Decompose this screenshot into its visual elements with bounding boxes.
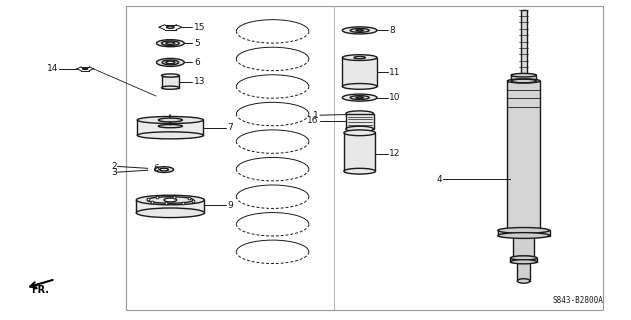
Ellipse shape bbox=[156, 40, 184, 47]
Text: 16: 16 bbox=[307, 116, 319, 125]
Text: 12: 12 bbox=[389, 149, 401, 158]
Text: 10: 10 bbox=[389, 93, 401, 102]
Text: S843-B2800A: S843-B2800A bbox=[553, 296, 604, 305]
Ellipse shape bbox=[513, 234, 534, 237]
Ellipse shape bbox=[344, 130, 375, 136]
Text: FR.: FR. bbox=[32, 284, 50, 295]
Ellipse shape bbox=[168, 123, 172, 124]
Bar bbox=[342, 58, 377, 86]
Ellipse shape bbox=[136, 195, 204, 205]
Ellipse shape bbox=[342, 94, 377, 101]
Ellipse shape bbox=[356, 30, 363, 31]
Ellipse shape bbox=[162, 74, 179, 77]
Ellipse shape bbox=[160, 168, 168, 171]
Ellipse shape bbox=[350, 96, 369, 100]
Text: 8: 8 bbox=[389, 26, 395, 35]
Text: 5: 5 bbox=[194, 39, 200, 48]
Ellipse shape bbox=[510, 260, 537, 264]
Bar bbox=[498, 230, 550, 236]
Text: 1: 1 bbox=[313, 111, 319, 120]
Text: 4: 4 bbox=[436, 175, 442, 184]
Text: 9: 9 bbox=[227, 201, 233, 210]
Text: 11: 11 bbox=[389, 68, 401, 76]
Bar bbox=[517, 262, 530, 281]
Ellipse shape bbox=[136, 208, 204, 218]
Ellipse shape bbox=[342, 55, 377, 60]
Ellipse shape bbox=[354, 56, 365, 59]
Ellipse shape bbox=[517, 279, 530, 283]
Text: 6: 6 bbox=[153, 164, 159, 173]
Bar bbox=[510, 258, 537, 262]
Bar bbox=[344, 133, 375, 171]
Ellipse shape bbox=[156, 59, 184, 67]
Text: 6: 6 bbox=[194, 58, 200, 67]
Ellipse shape bbox=[507, 79, 540, 83]
Ellipse shape bbox=[346, 111, 374, 116]
Ellipse shape bbox=[344, 168, 375, 174]
Bar bbox=[521, 10, 526, 75]
Bar bbox=[162, 76, 179, 88]
Text: 7: 7 bbox=[227, 123, 233, 132]
Bar bbox=[346, 114, 374, 129]
Text: 13: 13 bbox=[194, 77, 206, 86]
Text: 2: 2 bbox=[111, 162, 117, 171]
Ellipse shape bbox=[83, 68, 88, 69]
Text: 3: 3 bbox=[111, 168, 117, 177]
Ellipse shape bbox=[162, 86, 179, 89]
Ellipse shape bbox=[158, 118, 182, 122]
Ellipse shape bbox=[162, 60, 179, 65]
Ellipse shape bbox=[155, 167, 174, 172]
Ellipse shape bbox=[138, 132, 203, 139]
Ellipse shape bbox=[166, 42, 175, 44]
Ellipse shape bbox=[158, 124, 182, 128]
Ellipse shape bbox=[507, 228, 540, 232]
Bar bbox=[513, 236, 534, 258]
Ellipse shape bbox=[162, 41, 179, 45]
Text: 15: 15 bbox=[194, 23, 206, 32]
Ellipse shape bbox=[511, 79, 536, 83]
Ellipse shape bbox=[164, 198, 177, 202]
Bar bbox=[126, 6, 603, 310]
Ellipse shape bbox=[356, 97, 363, 99]
Ellipse shape bbox=[510, 256, 537, 260]
Ellipse shape bbox=[342, 84, 377, 89]
Ellipse shape bbox=[498, 228, 550, 233]
Ellipse shape bbox=[138, 116, 203, 124]
Ellipse shape bbox=[342, 27, 377, 34]
Ellipse shape bbox=[498, 233, 550, 238]
Ellipse shape bbox=[346, 126, 374, 132]
Ellipse shape bbox=[511, 74, 536, 77]
Ellipse shape bbox=[166, 61, 175, 64]
Bar bbox=[507, 81, 540, 230]
Ellipse shape bbox=[167, 26, 174, 28]
Ellipse shape bbox=[350, 28, 369, 32]
Text: 14: 14 bbox=[47, 64, 58, 73]
Ellipse shape bbox=[513, 256, 534, 260]
Bar bbox=[511, 75, 536, 81]
